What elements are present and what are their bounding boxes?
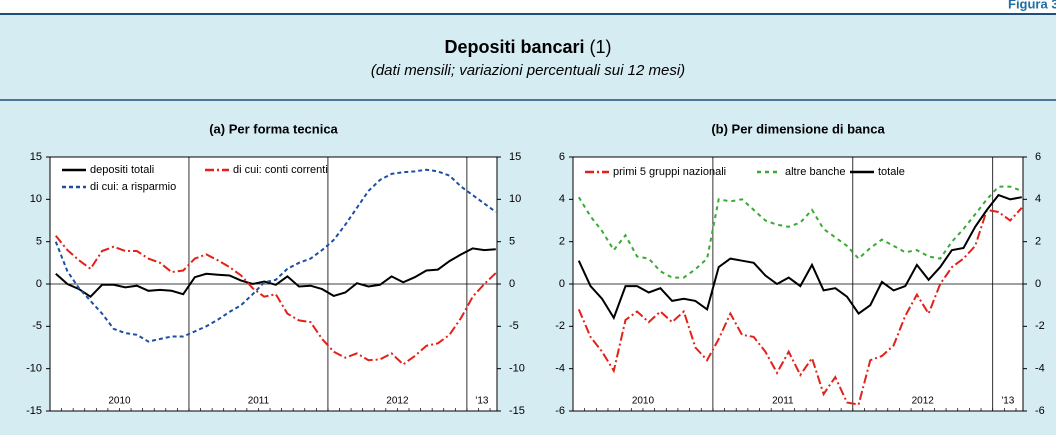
y-tick-label: 4 bbox=[559, 193, 565, 205]
y2-tick-label: -6 bbox=[1035, 405, 1045, 417]
y2-tick-label: 15 bbox=[509, 151, 521, 163]
y-tick-label: 5 bbox=[36, 236, 42, 248]
y2-tick-label: -15 bbox=[509, 405, 525, 417]
y-tick-label: 10 bbox=[30, 193, 42, 205]
title-main: Depositi bancari bbox=[444, 37, 584, 57]
x-tick-label: 2011 bbox=[248, 396, 270, 407]
x-tick-label: '13 bbox=[1001, 396, 1014, 407]
x-tick-label: 2012 bbox=[912, 396, 935, 407]
series-line bbox=[577, 193, 1022, 321]
y2-tick-label: -10 bbox=[509, 363, 525, 375]
y-tick-label: 0 bbox=[36, 278, 42, 290]
series-line bbox=[54, 168, 497, 343]
y-tick-label: -10 bbox=[26, 363, 42, 375]
y2-tick-label: 0 bbox=[509, 278, 515, 290]
y-tick-label: -4 bbox=[555, 363, 565, 375]
y2-tick-label: 10 bbox=[509, 193, 521, 205]
y-tick-label: 15 bbox=[30, 151, 42, 163]
legend-label: di cui: conti correnti bbox=[233, 164, 328, 176]
series-line bbox=[577, 207, 1023, 406]
series-line bbox=[55, 235, 497, 366]
legend-label: altre banche bbox=[785, 166, 846, 178]
y-tick-label: -15 bbox=[26, 405, 42, 417]
panel-title: (b) Per dimensione di banca bbox=[711, 121, 885, 136]
figure-label: Figura 3. bbox=[1008, 0, 1056, 11]
series-line bbox=[577, 185, 1023, 279]
x-tick-label: 2010 bbox=[108, 396, 131, 407]
y-tick-label: -2 bbox=[555, 320, 565, 332]
y-tick-label: -5 bbox=[32, 320, 42, 332]
y-tick-label: 6 bbox=[559, 151, 565, 163]
y-tick-label: 0 bbox=[559, 278, 565, 290]
x-tick-label: 2012 bbox=[386, 396, 409, 407]
y2-tick-label: 4 bbox=[1035, 193, 1041, 205]
title-note: (1) bbox=[590, 37, 612, 57]
y-tick-label: -6 bbox=[555, 405, 565, 417]
y-tick-label: 2 bbox=[559, 236, 565, 248]
title: Depositi bancari (1) bbox=[444, 37, 611, 57]
legend-label: primi 5 gruppi nazionali bbox=[613, 166, 726, 178]
legend-label: di cui: a risparmio bbox=[90, 181, 176, 193]
panel-title: (a) Per forma tecnica bbox=[209, 121, 338, 136]
x-tick-label: 2011 bbox=[772, 396, 794, 407]
y2-tick-label: -4 bbox=[1035, 363, 1045, 375]
y2-tick-label: 0 bbox=[1035, 278, 1041, 290]
y2-tick-label: 5 bbox=[509, 236, 515, 248]
x-tick-label: '13 bbox=[475, 396, 488, 407]
y2-tick-label: -2 bbox=[1035, 320, 1045, 332]
y2-tick-label: 6 bbox=[1035, 151, 1041, 163]
legend-label: totale bbox=[878, 166, 905, 178]
subtitle: (dati mensili; variazioni percentuali su… bbox=[371, 62, 685, 79]
y2-tick-label: 2 bbox=[1035, 236, 1041, 248]
x-tick-label: 2010 bbox=[632, 396, 655, 407]
series-line bbox=[55, 247, 496, 298]
legend-label: depositi totali bbox=[90, 164, 154, 176]
y2-tick-label: -5 bbox=[509, 320, 519, 332]
